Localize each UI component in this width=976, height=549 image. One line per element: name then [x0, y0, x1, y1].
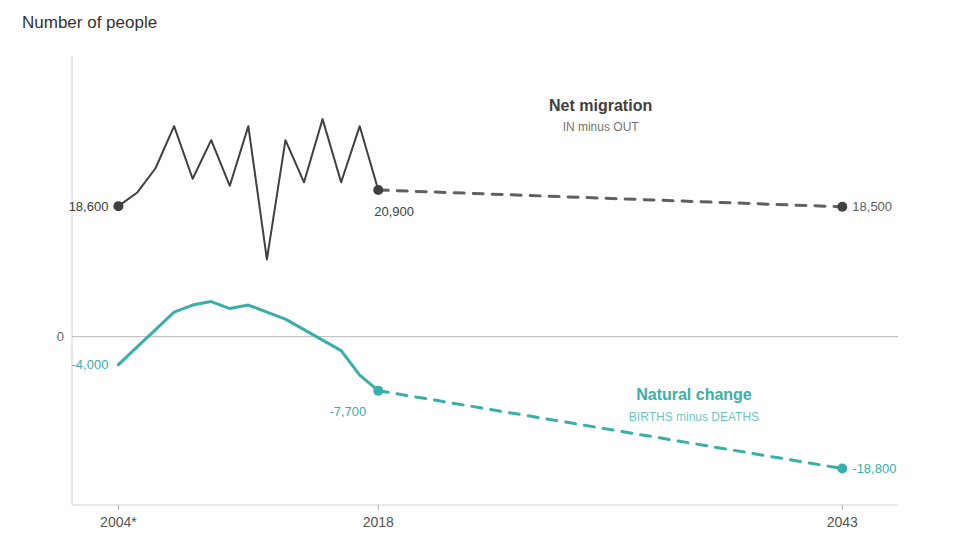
- value-labels: 18,600 20,900 18,500 -4,000 -7,700 -18,800: [69, 199, 897, 476]
- key-point: [373, 185, 383, 195]
- x-tick: [842, 505, 843, 510]
- axes: 2004* 2018 2043 0: [57, 56, 898, 530]
- value-label: -4,000: [72, 357, 109, 372]
- annotation-text: BIRTHS minus DEATHS: [629, 410, 759, 424]
- annotation-text: IN minus OUT: [563, 120, 640, 134]
- x-tick-label: 2018: [363, 514, 394, 530]
- x-tick-label: 2004*: [100, 514, 137, 530]
- plot-area: [113, 119, 847, 473]
- history-line: [118, 119, 378, 259]
- key-point: [113, 201, 123, 211]
- title: Number of people: [22, 13, 157, 32]
- annotation-title: Natural change: [636, 386, 752, 403]
- projection-line: [378, 391, 842, 469]
- x-tick-label: 2043: [827, 514, 858, 530]
- y-tick-label: 0: [57, 329, 64, 344]
- key-point: [837, 202, 847, 212]
- key-point: [373, 386, 383, 396]
- history-line: [118, 302, 378, 391]
- value-label: 18,600: [69, 199, 109, 214]
- projection-line: [378, 190, 842, 207]
- y-reference-line: [72, 336, 898, 337]
- annotations: Net migration IN minus OUT Natural change B…: [549, 97, 759, 424]
- value-label: -7,700: [329, 404, 366, 419]
- annotation-title: Net migration: [549, 97, 652, 114]
- value-label: 18,500: [852, 199, 892, 214]
- chart: Number of people 2004* 2018 2043 0 18,600 20,9…: [0, 0, 976, 549]
- y-axis-line: [72, 56, 73, 505]
- x-tick: [378, 505, 379, 510]
- key-point: [837, 464, 847, 474]
- value-label: -18,800: [852, 461, 896, 476]
- x-tick: [118, 505, 119, 510]
- value-label: 20,900: [374, 204, 414, 219]
- x-axis-line: [72, 505, 898, 506]
